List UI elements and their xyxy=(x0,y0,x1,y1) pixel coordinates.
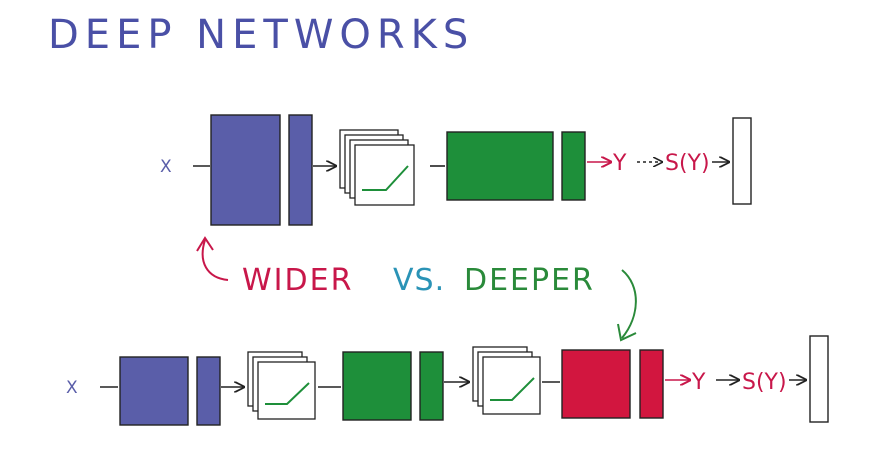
softmax-label: S(Y) xyxy=(665,151,710,176)
wide-bias-block xyxy=(288,114,313,226)
arrowhead xyxy=(617,323,637,342)
deep-network: X Y S(Y) xyxy=(66,335,829,426)
curved-arrow-down-icon xyxy=(621,269,637,339)
wider-label: WIDER xyxy=(242,263,353,298)
page-title: DEEP NETWORKS xyxy=(48,12,474,58)
green-bias-block xyxy=(561,131,586,201)
vs-label: VS. xyxy=(393,263,445,298)
comparison-labels: WIDER VS. DEEPER xyxy=(196,236,637,342)
arrowhead xyxy=(196,236,214,252)
deep-linear-block-1 xyxy=(119,356,189,426)
output-vector xyxy=(809,335,829,423)
relu-icon xyxy=(472,346,541,415)
output-vector xyxy=(732,117,752,205)
input-label-x: X xyxy=(160,157,172,177)
relu-icon xyxy=(339,129,415,206)
deep-bias-block-3 xyxy=(639,349,664,419)
green-linear-block xyxy=(446,131,554,201)
deep-bias-block-1 xyxy=(196,356,221,426)
deep-bias-block-2 xyxy=(419,351,444,421)
deep-linear-block-3 xyxy=(561,349,631,419)
deep-linear-block-2 xyxy=(342,351,412,421)
input-label-x: X xyxy=(66,378,78,398)
deeper-label: DEEPER xyxy=(464,263,595,298)
wide-network: X Y S(Y) xyxy=(160,114,752,226)
output-label-y: Y xyxy=(612,151,627,176)
wide-linear-block xyxy=(210,114,281,226)
curved-arrow-up-icon xyxy=(201,239,229,281)
output-label-y: Y xyxy=(691,370,706,395)
softmax-label: S(Y) xyxy=(742,370,787,395)
relu-icon xyxy=(247,351,316,420)
